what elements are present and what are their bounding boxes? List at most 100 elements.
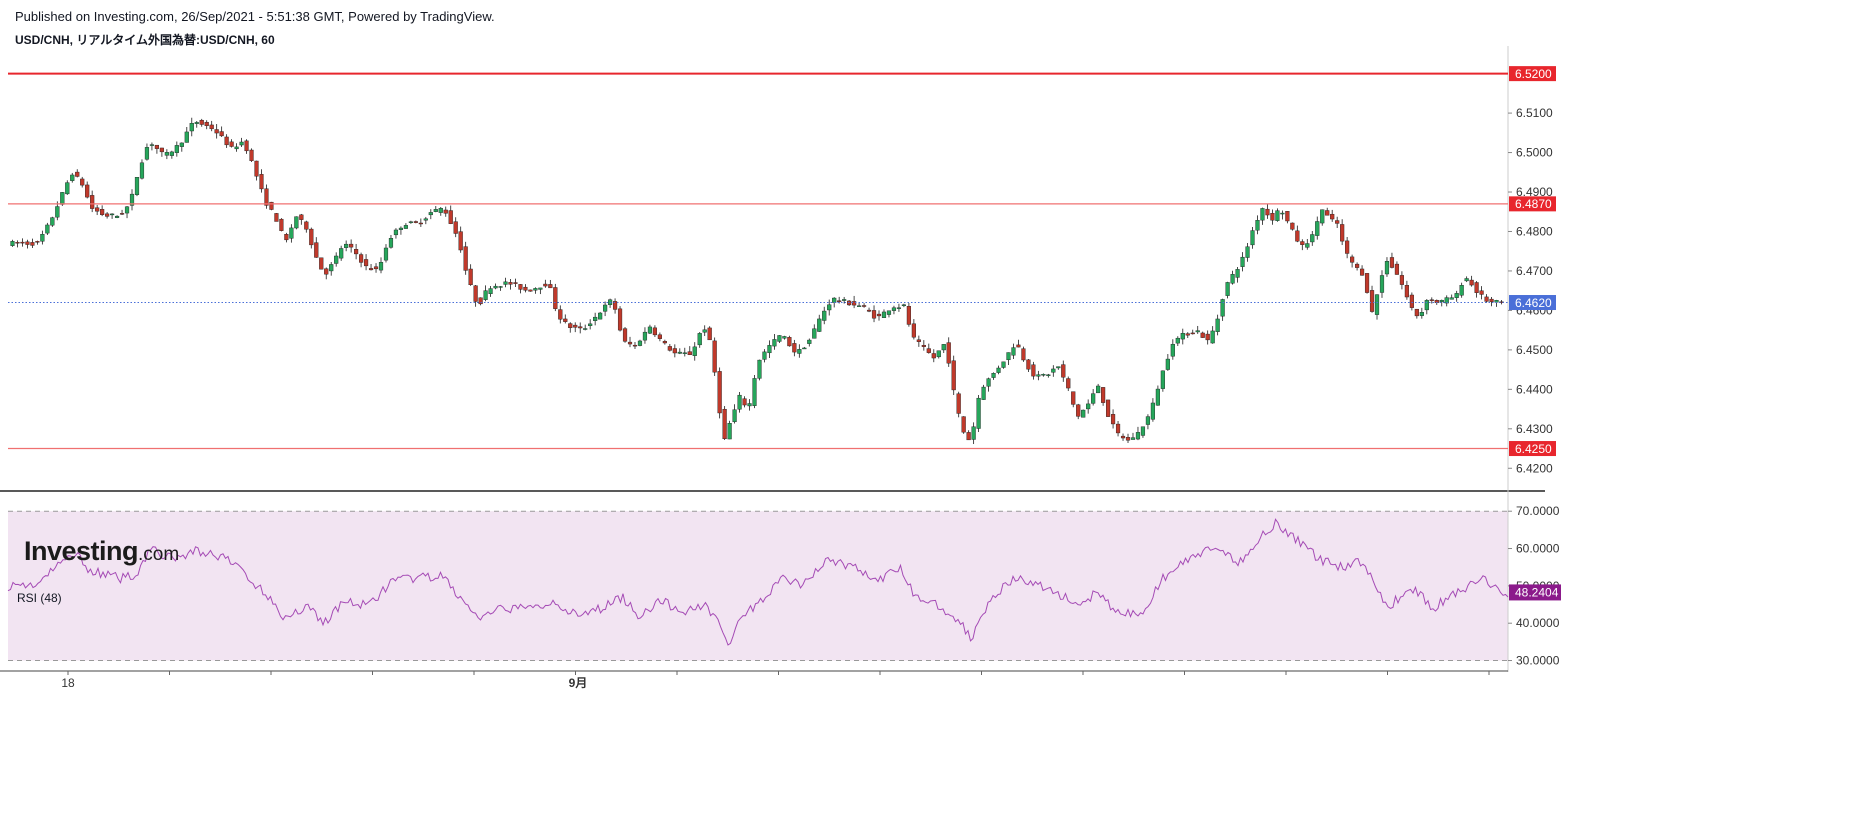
candle [901, 303, 907, 308]
candle [109, 213, 115, 219]
candle-body-up [1459, 285, 1464, 296]
candle-body-down [742, 398, 747, 406]
candle [503, 277, 508, 288]
candle [418, 218, 423, 227]
candle [1225, 281, 1230, 299]
candle-body-up [1036, 374, 1041, 377]
candle [866, 307, 872, 313]
candle [393, 228, 399, 239]
candle [1046, 373, 1051, 378]
candle-body-down [951, 360, 956, 391]
candle-body-up [822, 310, 827, 321]
candle [289, 224, 294, 243]
candle-body-up [637, 340, 643, 346]
candle [513, 278, 518, 287]
candle [269, 201, 274, 211]
candle-body-down [30, 242, 35, 246]
candle-body-up [1140, 426, 1146, 436]
candle [583, 324, 588, 331]
candle-body-up [772, 339, 777, 347]
price-tick-label: 6.4700 [1516, 264, 1553, 278]
candle [642, 327, 648, 344]
candle-body-down [1345, 240, 1350, 254]
candle-body-up [817, 318, 822, 332]
candle [508, 278, 513, 290]
candle-body-up [339, 248, 344, 259]
candle [1195, 325, 1200, 334]
candle-body-down [707, 327, 712, 341]
candle-body-up [762, 351, 767, 360]
candle [1110, 409, 1116, 429]
candle [483, 285, 488, 302]
candle-body-up [334, 255, 339, 264]
candle [1026, 358, 1031, 373]
candle-body-down [15, 242, 20, 244]
candle-body-down [199, 119, 204, 125]
candle [936, 350, 941, 359]
candle-body-up [1305, 243, 1310, 248]
level-badge-bg [1509, 196, 1556, 212]
candle [931, 349, 936, 363]
candle-body-up [642, 331, 648, 341]
candle-body-down [90, 195, 95, 209]
candle [1494, 299, 1499, 307]
candle-body-down [906, 306, 911, 325]
candle-body-up [1320, 209, 1325, 224]
candle [174, 141, 179, 157]
candle-body-down [1335, 220, 1340, 224]
candle [612, 298, 618, 314]
candle [702, 325, 707, 337]
candle [10, 239, 15, 247]
candle [672, 344, 677, 358]
candle [727, 420, 732, 440]
candle-body-up [802, 347, 807, 350]
candle [1001, 361, 1006, 369]
candle [1424, 299, 1429, 315]
candle-body-down [244, 140, 249, 152]
candle-body-up [60, 192, 65, 205]
time-label: 18 [61, 676, 75, 690]
candle [30, 238, 35, 249]
candle [747, 399, 752, 411]
candle-body-up [1444, 297, 1449, 304]
candle-body-down [35, 241, 40, 243]
candle [304, 220, 309, 233]
candle-body-down [75, 171, 80, 177]
candle-body-down [548, 284, 553, 289]
candle-body-down [518, 284, 523, 290]
candle [1120, 433, 1126, 441]
candle [1215, 314, 1220, 336]
candle-body-down [652, 327, 658, 336]
candle-body-up [1081, 409, 1086, 418]
candle-body-up [1260, 208, 1265, 221]
candle-body-down [1115, 423, 1121, 434]
candle-body-down [662, 341, 667, 344]
candle-body-down [931, 353, 936, 359]
candle [1205, 330, 1210, 345]
price-tick-label: 6.4400 [1516, 382, 1553, 396]
candle-body-down [717, 371, 722, 414]
candle [772, 334, 777, 350]
candle-body-up [378, 261, 384, 271]
candle [398, 226, 404, 235]
candle-body-up [1046, 374, 1051, 376]
candle-body-up [179, 142, 184, 147]
candle-body-down [1185, 333, 1190, 336]
candle-body-up [388, 238, 394, 248]
candle-body-up [428, 212, 433, 216]
candle-body-up [1041, 374, 1046, 376]
candle-body-up [344, 243, 349, 248]
candle-body-down [712, 340, 717, 373]
candle [1429, 297, 1434, 304]
candle [916, 335, 921, 347]
candle-body-up [752, 378, 757, 406]
candle [1135, 426, 1141, 441]
candle-body-down [478, 297, 483, 305]
candle [65, 180, 70, 195]
candle [149, 142, 155, 151]
candle-body-up [423, 218, 428, 221]
candle [1354, 262, 1360, 271]
candle [119, 209, 125, 216]
candle-body-down [100, 209, 105, 215]
